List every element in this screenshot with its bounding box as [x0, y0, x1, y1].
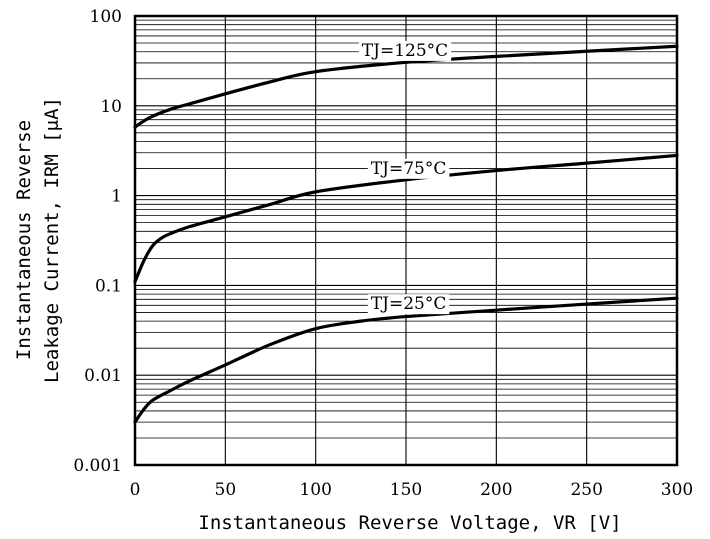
y-tick-label: 100 — [90, 7, 122, 27]
y-tick-label: 1 — [111, 187, 122, 207]
x-tick-label: 0 — [130, 480, 141, 500]
y-axis-title-line2: Leakage Current, IRM [μA] — [41, 97, 63, 383]
x-tick-label: 200 — [480, 480, 512, 500]
x-tick-label: 300 — [661, 480, 693, 500]
curve-labels: TJ=125°C TJ=75°C TJ=25°C — [358, 40, 452, 315]
curve-label-background — [367, 158, 450, 179]
curve-label: TJ=75°C — [371, 159, 447, 179]
curves — [133, 44, 679, 424]
y-tick-label: 0.01 — [84, 366, 122, 386]
x-tick-labels: 0 50 100 150 200 250 300 — [130, 480, 694, 500]
y-tick-label: 0.001 — [73, 456, 122, 476]
x-tick-label: 50 — [215, 480, 237, 500]
x-axis-title: Instantaneous Reverse Voltage, VR [V] — [198, 512, 621, 534]
curve-label-background — [367, 294, 450, 315]
series-curve — [133, 153, 679, 284]
y-tick-label: 0.1 — [95, 276, 122, 296]
y-tick-labels: 0.001 0.01 0.1 1 10 100 — [73, 7, 122, 476]
series-curve — [133, 44, 679, 129]
x-tick-label: 150 — [390, 480, 422, 500]
major-grid — [134, 15, 678, 466]
y-tick-label: 10 — [100, 97, 122, 117]
x-tick-label: 100 — [299, 480, 331, 500]
curve-label-background — [358, 40, 452, 61]
curve-label: TJ=125°C — [362, 41, 448, 61]
series-curve — [133, 296, 679, 424]
plot-frame — [133, 14, 679, 467]
y-axis-title-line1: Instantaneous Reverse — [13, 120, 35, 360]
x-tick-label: 250 — [570, 480, 602, 500]
curve-label: TJ=25°C — [371, 294, 447, 314]
